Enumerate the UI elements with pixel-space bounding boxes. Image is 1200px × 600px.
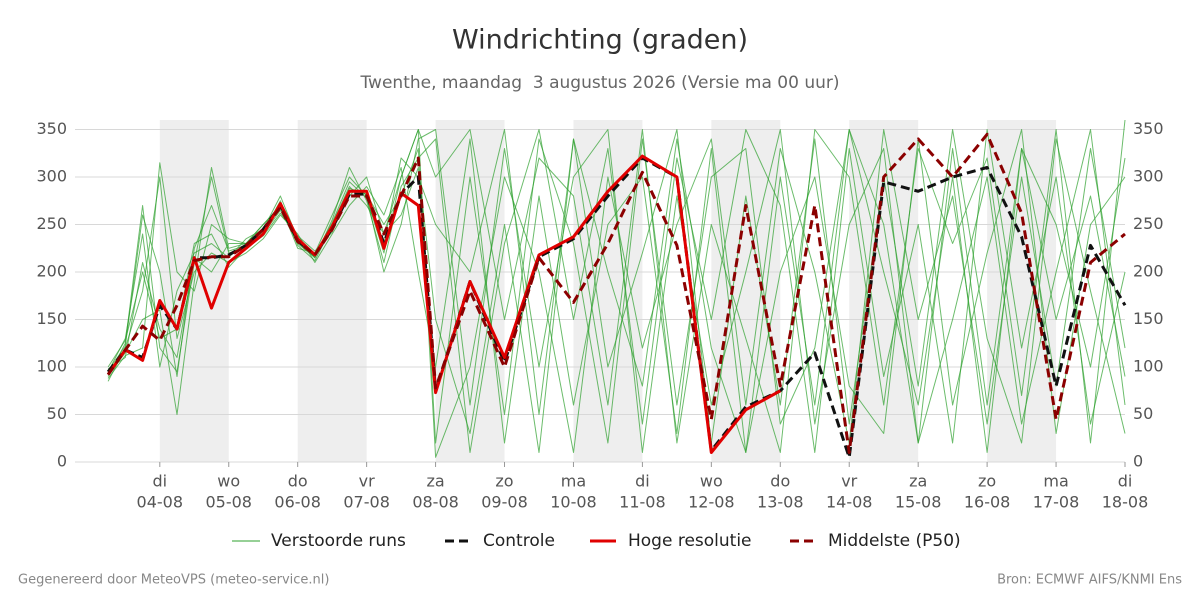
x-tick-weekday: di <box>635 472 650 491</box>
footer-left: Gegenereerd door MeteoVPS (meteo-service… <box>18 573 329 588</box>
y-tick-label: 350 <box>36 119 67 138</box>
x-tick-label: 14-08 <box>826 493 873 512</box>
series-line <box>106 132 1126 454</box>
y2-tick-label: 150 <box>1133 309 1164 328</box>
y-tick-label: 50 <box>47 404 67 423</box>
shaded-day <box>987 120 1057 462</box>
y-tick-label: 150 <box>36 309 67 328</box>
y2-tick-label: 350 <box>1133 119 1164 138</box>
x-tick-label: 09-08 <box>481 493 528 512</box>
y2-tick-label: 0 <box>1133 452 1143 471</box>
x-tick-weekday: ma <box>1043 472 1068 491</box>
ensemble-line <box>107 129 1126 453</box>
y-tick-label: 0 <box>57 452 67 471</box>
x-tick-label: 12-08 <box>688 493 735 512</box>
ensemble-line <box>107 129 1126 453</box>
legend-label: Middelste (P50) <box>828 531 961 551</box>
x-tick-weekday: za <box>909 472 927 491</box>
y-tick-label: 250 <box>36 214 67 233</box>
x-tick-label: 08-08 <box>412 493 459 512</box>
x-tick-weekday: zo <box>495 472 513 491</box>
legend-label: Hoge resolutie <box>628 531 752 551</box>
y-tick-label: 100 <box>36 357 67 376</box>
x-tick-label: 17-08 <box>1033 493 1080 512</box>
x-tick-weekday: za <box>426 472 444 491</box>
chart-title: Windrichting (graden) <box>452 25 748 56</box>
y-tick-label: 300 <box>36 167 67 186</box>
x-tick-label: 13-08 <box>757 493 804 512</box>
ensemble-line <box>107 129 1126 458</box>
x-tick-label: 11-08 <box>619 493 666 512</box>
x-tick-label: 18-08 <box>1102 493 1149 512</box>
x-tick-weekday: zo <box>978 472 996 491</box>
x-tick-weekday: vr <box>841 472 857 491</box>
y2-tick-label: 250 <box>1133 214 1164 233</box>
shaded-day <box>297 120 367 462</box>
y2-tick-label: 100 <box>1133 357 1164 376</box>
shaded-day <box>573 120 643 462</box>
ensemble-line <box>107 129 1126 444</box>
y2-tick-label: 300 <box>1133 167 1164 186</box>
x-tick-weekday: do <box>288 472 308 491</box>
y2-tick-label: 200 <box>1133 262 1164 281</box>
x-tick-label: 06-08 <box>274 493 321 512</box>
legend-label: Controle <box>483 531 555 551</box>
x-tick-weekday: do <box>770 472 790 491</box>
legend-label: Verstoorde runs <box>271 531 406 551</box>
x-tick-label: 07-08 <box>343 493 390 512</box>
x-tick-label: 04-08 <box>137 493 184 512</box>
x-tick-label: 05-08 <box>205 493 252 512</box>
x-tick-label: 15-08 <box>895 493 942 512</box>
x-tick-weekday: ma <box>561 472 586 491</box>
x-tick-label: 16-08 <box>964 493 1011 512</box>
x-tick-weekday: di <box>1118 472 1133 491</box>
footer-right: Bron: ECMWF AIFS/KNMI Ens <box>997 573 1182 588</box>
x-tick-label: 10-08 <box>550 493 597 512</box>
ensemble-line <box>107 119 1126 453</box>
y2-tick-label: 50 <box>1133 404 1153 423</box>
x-tick-weekday: wo <box>700 472 723 491</box>
x-tick-weekday: wo <box>217 472 240 491</box>
x-tick-weekday: di <box>152 472 167 491</box>
chart-subtitle: Twenthe, maandag 3 augustus 2026 (Versie… <box>359 73 839 93</box>
x-tick-weekday: vr <box>359 472 375 491</box>
y-tick-label: 200 <box>36 262 67 281</box>
